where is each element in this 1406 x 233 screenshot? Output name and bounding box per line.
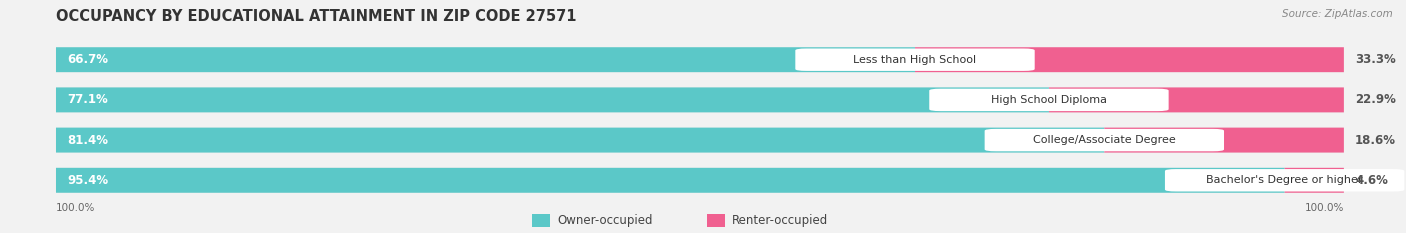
FancyBboxPatch shape (56, 87, 1344, 112)
Text: High School Diploma: High School Diploma (991, 95, 1107, 105)
FancyBboxPatch shape (531, 214, 550, 226)
FancyBboxPatch shape (56, 128, 1344, 153)
FancyBboxPatch shape (707, 214, 725, 226)
FancyBboxPatch shape (1285, 168, 1344, 193)
Text: 77.1%: 77.1% (67, 93, 108, 106)
FancyBboxPatch shape (1104, 128, 1344, 153)
Text: 100.0%: 100.0% (1305, 203, 1344, 213)
Text: 81.4%: 81.4% (67, 134, 108, 147)
FancyBboxPatch shape (796, 48, 1035, 71)
Text: 66.7%: 66.7% (67, 53, 108, 66)
FancyBboxPatch shape (1049, 87, 1344, 112)
Text: Renter-occupied: Renter-occupied (733, 214, 828, 227)
FancyBboxPatch shape (929, 89, 1168, 111)
Text: 4.6%: 4.6% (1355, 174, 1388, 187)
FancyBboxPatch shape (1166, 169, 1405, 192)
FancyBboxPatch shape (56, 168, 1285, 193)
Text: Bachelor's Degree or higher: Bachelor's Degree or higher (1206, 175, 1362, 185)
FancyBboxPatch shape (984, 129, 1225, 151)
FancyBboxPatch shape (56, 128, 1104, 153)
FancyBboxPatch shape (56, 168, 1344, 193)
FancyBboxPatch shape (915, 47, 1344, 72)
FancyBboxPatch shape (56, 47, 1344, 72)
FancyBboxPatch shape (56, 47, 915, 72)
Text: College/Associate Degree: College/Associate Degree (1033, 135, 1175, 145)
Text: 18.6%: 18.6% (1355, 134, 1396, 147)
Text: Owner-occupied: Owner-occupied (557, 214, 652, 227)
Text: Source: ZipAtlas.com: Source: ZipAtlas.com (1282, 9, 1393, 19)
Text: 22.9%: 22.9% (1355, 93, 1396, 106)
Text: 100.0%: 100.0% (56, 203, 96, 213)
Text: 95.4%: 95.4% (67, 174, 108, 187)
Text: Less than High School: Less than High School (853, 55, 977, 65)
Text: OCCUPANCY BY EDUCATIONAL ATTAINMENT IN ZIP CODE 27571: OCCUPANCY BY EDUCATIONAL ATTAINMENT IN Z… (56, 9, 576, 24)
FancyBboxPatch shape (56, 87, 1049, 112)
Text: 33.3%: 33.3% (1355, 53, 1396, 66)
